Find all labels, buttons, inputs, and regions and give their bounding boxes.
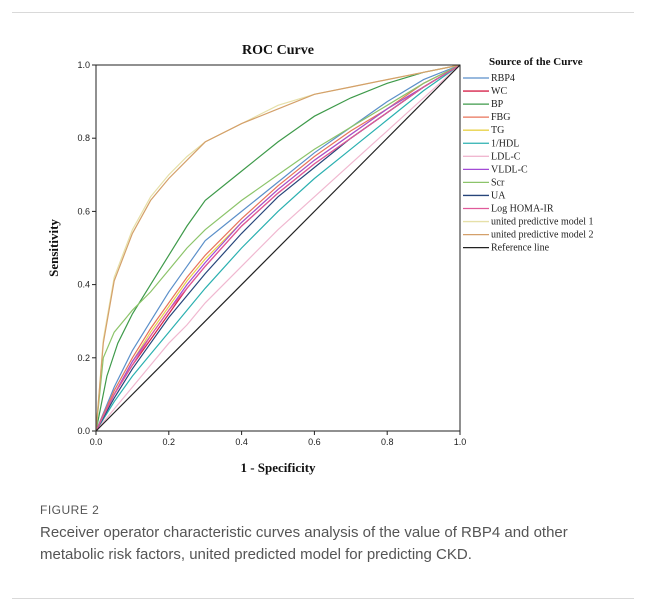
legend-entry: 1/HDL xyxy=(491,138,519,149)
figure-label: FIGURE 2 xyxy=(40,503,100,517)
x-tick-label: 0.2 xyxy=(163,437,176,447)
legend-entry: VLDL-C xyxy=(491,164,528,175)
legend: RBP4 WC BP FBG TG 1/HDL LDL-C VLDL-C Scr UA Log HO… xyxy=(463,73,593,254)
roc-curve-0 xyxy=(95,64,461,432)
roc-curve-7 xyxy=(95,64,461,432)
x-tick-label: 0.0 xyxy=(90,437,103,447)
roc-curve-2 xyxy=(95,64,461,432)
roc-chart: ROC Curve 0.0 0.2 0.4 0.6 0.8 1.0 0.00.20.40.… xyxy=(46,43,593,475)
figure-caption: Receiver operator characteristic curves … xyxy=(40,524,568,563)
legend-entry: Log HOMA-IR xyxy=(491,204,554,215)
plot-area-frame xyxy=(95,64,461,432)
legend-entry: UA xyxy=(491,190,506,201)
x-axis-ticks: 0.0 0.2 0.4 0.6 0.8 1.0 xyxy=(90,431,467,447)
legend-entry: WC xyxy=(491,86,507,97)
roc-curves xyxy=(95,64,461,432)
roc-curve-6 xyxy=(95,64,461,432)
figure-frame xyxy=(12,12,634,599)
legend-entry: FBG xyxy=(491,112,510,123)
legend-entry: TG xyxy=(491,125,504,136)
x-axis-label: 1 - Specificity xyxy=(240,460,316,475)
y-tick-label: 0.4 xyxy=(77,280,90,290)
legend-entry: united predictive model 1 xyxy=(491,217,593,228)
y-axis-ticks: 0.0 0.2 0.4 0.6 0.8 1.0 xyxy=(77,60,96,436)
x-tick-label: 1.0 xyxy=(454,437,467,447)
x-tick-label: 0.6 xyxy=(308,437,321,447)
legend-entry: RBP4 xyxy=(491,73,515,84)
y-tick-label: 0.6 xyxy=(77,206,90,216)
roc-curve-5 xyxy=(95,64,461,432)
legend-title: Source of the Curve xyxy=(489,56,583,68)
y-axis-label: Sensitivity xyxy=(46,219,61,277)
roc-curve-10 xyxy=(95,64,461,432)
y-tick-label: 1.0 xyxy=(77,60,90,70)
y-tick-label: 0.2 xyxy=(77,353,90,363)
legend-entry: Reference line xyxy=(491,243,550,254)
chart-title: ROC Curve xyxy=(242,43,314,58)
x-tick-label: 0.8 xyxy=(381,437,394,447)
legend-entry: united predictive model 2 xyxy=(491,230,593,241)
roc-curve-8 xyxy=(95,64,461,432)
roc-curve-13 xyxy=(95,64,461,432)
x-tick-label: 0.4 xyxy=(235,437,248,447)
y-tick-label: 0.0 xyxy=(77,426,90,436)
legend-entry: Scr xyxy=(491,177,505,188)
legend-entry: BP xyxy=(491,99,504,110)
y-tick-label: 0.8 xyxy=(77,133,90,143)
legend-entry: LDL-C xyxy=(491,151,521,162)
roc-curve-12 xyxy=(95,64,461,432)
